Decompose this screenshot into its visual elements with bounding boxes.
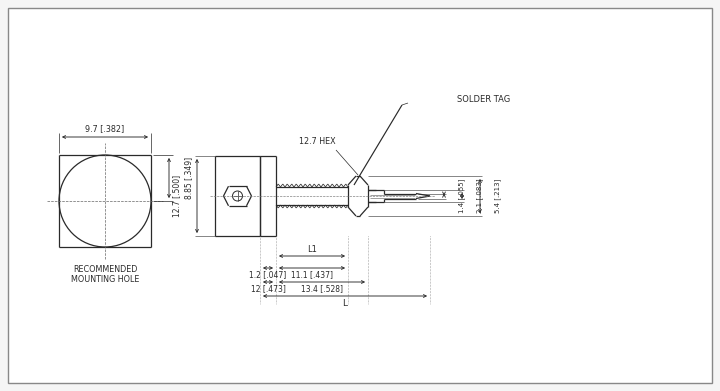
Text: 12.7 [.500]: 12.7 [.500]: [173, 175, 181, 217]
Text: 2.1 [.083]: 2.1 [.083]: [477, 179, 483, 213]
Text: 9.7 [.382]: 9.7 [.382]: [86, 124, 125, 133]
Text: MOUNTING HOLE: MOUNTING HOLE: [71, 274, 139, 283]
Text: L: L: [343, 298, 348, 307]
Text: SOLDER TAG: SOLDER TAG: [457, 95, 510, 104]
Text: 8.85 [.349]: 8.85 [.349]: [184, 157, 194, 199]
Text: 12.7 HEX: 12.7 HEX: [300, 138, 336, 147]
Text: RECOMMENDED: RECOMMENDED: [73, 264, 138, 273]
Text: 11.1 [.437]: 11.1 [.437]: [291, 271, 333, 280]
Text: 13.4 [.528]: 13.4 [.528]: [301, 285, 343, 294]
Text: 5.4 [.213]: 5.4 [.213]: [495, 179, 501, 213]
Text: 12 [.473]: 12 [.473]: [251, 285, 285, 294]
Text: 1.2 [.047]: 1.2 [.047]: [249, 271, 287, 280]
Text: 1.4 [.055]: 1.4 [.055]: [459, 179, 465, 213]
Text: L1: L1: [307, 244, 317, 253]
